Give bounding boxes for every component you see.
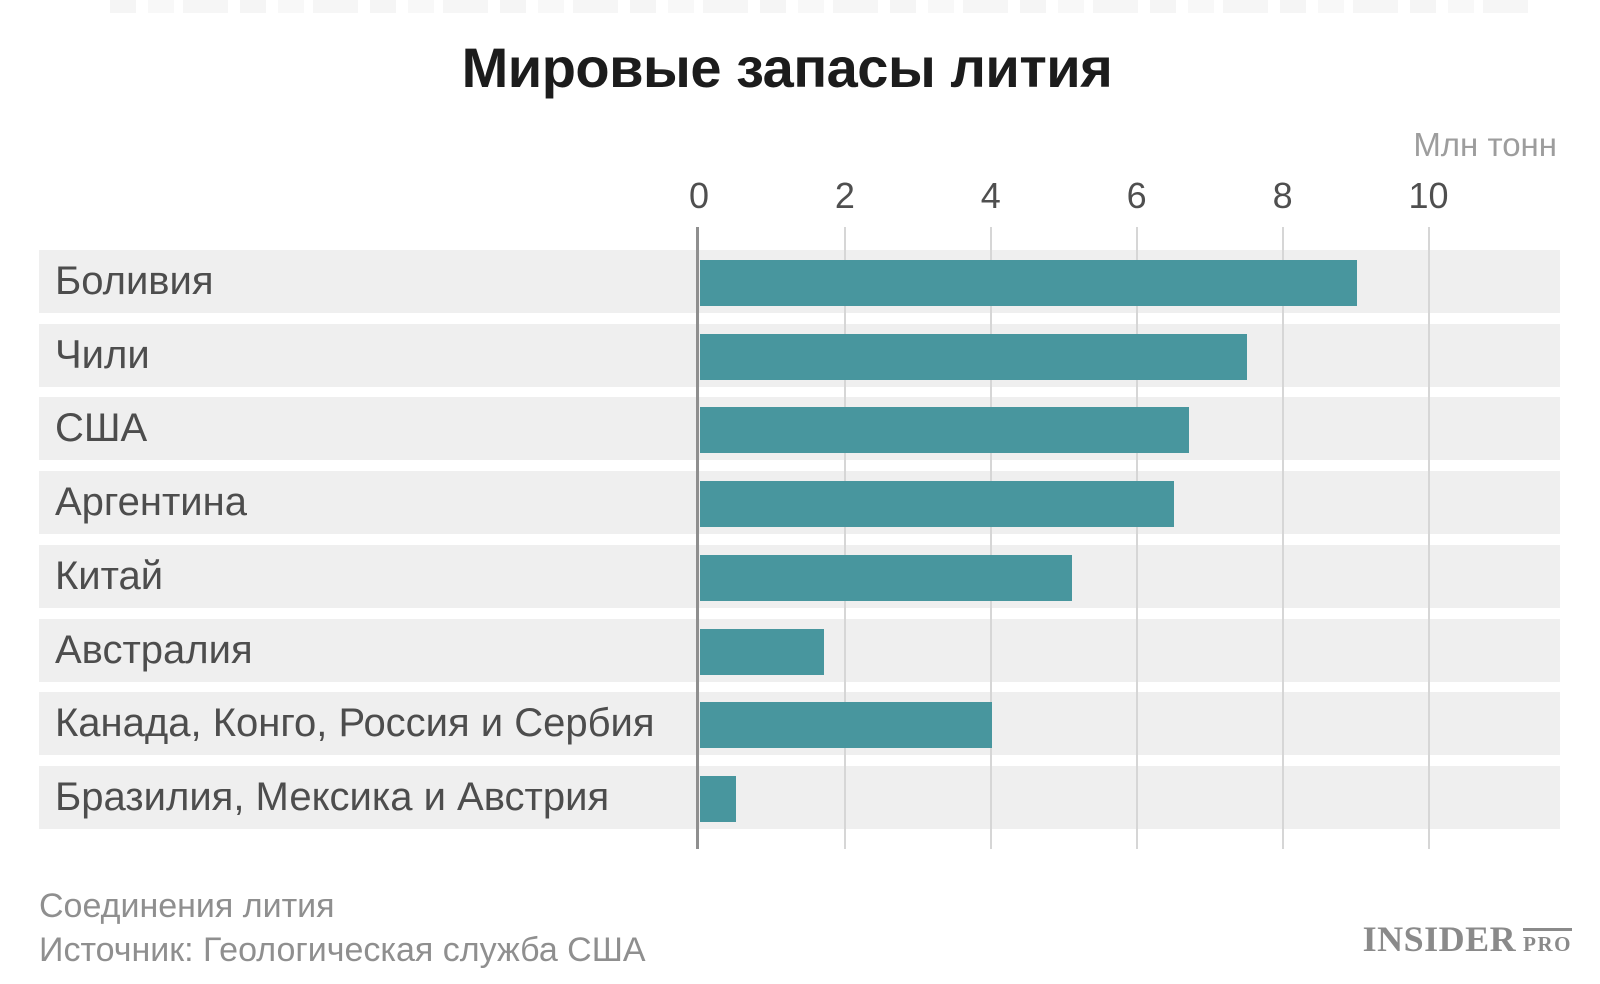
- logo-insider-text: INSIDER: [1362, 919, 1517, 959]
- x-tick-label-10: 10: [1408, 175, 1449, 216]
- x-tick-label-6: 6: [1126, 175, 1147, 216]
- footnote-subject: Соединения лития: [39, 887, 335, 925]
- bar-6: [700, 629, 824, 675]
- gridline-6: [1135, 227, 1138, 849]
- axis-unit-label: Млн тонн: [1413, 126, 1557, 163]
- x-tick-label-4: 4: [980, 175, 1001, 216]
- x-tick-label-8: 8: [1272, 175, 1293, 216]
- bar-4: [700, 481, 1174, 527]
- bar-5: [700, 555, 1072, 601]
- category-label: Чили: [55, 333, 150, 377]
- bar-7: [700, 702, 992, 748]
- bar-1: [700, 260, 1357, 306]
- category-label: Австралия: [55, 628, 253, 672]
- footnote-source: Источник: Геологическая служба США: [39, 931, 646, 969]
- gridline-8: [1281, 227, 1284, 849]
- category-label: Боливия: [55, 259, 214, 303]
- bar-8: [700, 776, 736, 822]
- category-label: Китай: [55, 554, 164, 598]
- gridline-10: [1427, 227, 1430, 849]
- category-label: Канада, Конго, Россия и Сербия: [55, 701, 655, 745]
- category-row: Бразилия, Мексика и Австрия: [39, 766, 1560, 829]
- chart-title: Мировые запасы лития: [461, 36, 1113, 99]
- gridline-2: [843, 227, 846, 849]
- clipped-top-text-artifact: [110, 0, 1530, 13]
- category-label: США: [55, 406, 148, 450]
- footnotes: Соединения лития Источник: Геологическая…: [39, 884, 646, 972]
- category-label: Бразилия, Мексика и Австрия: [55, 775, 610, 819]
- logo-pro-text: PRO: [1523, 928, 1572, 955]
- bar-2: [700, 334, 1247, 380]
- x-tick-label-2: 2: [834, 175, 855, 216]
- y-axis-line: [696, 227, 699, 849]
- x-tick-label-0: 0: [688, 175, 710, 216]
- gridline-4: [989, 227, 992, 849]
- category-label: Аргентина: [55, 480, 247, 524]
- bar-3: [700, 407, 1189, 453]
- insider-pro-logo: INSIDER PRO: [1363, 921, 1572, 957]
